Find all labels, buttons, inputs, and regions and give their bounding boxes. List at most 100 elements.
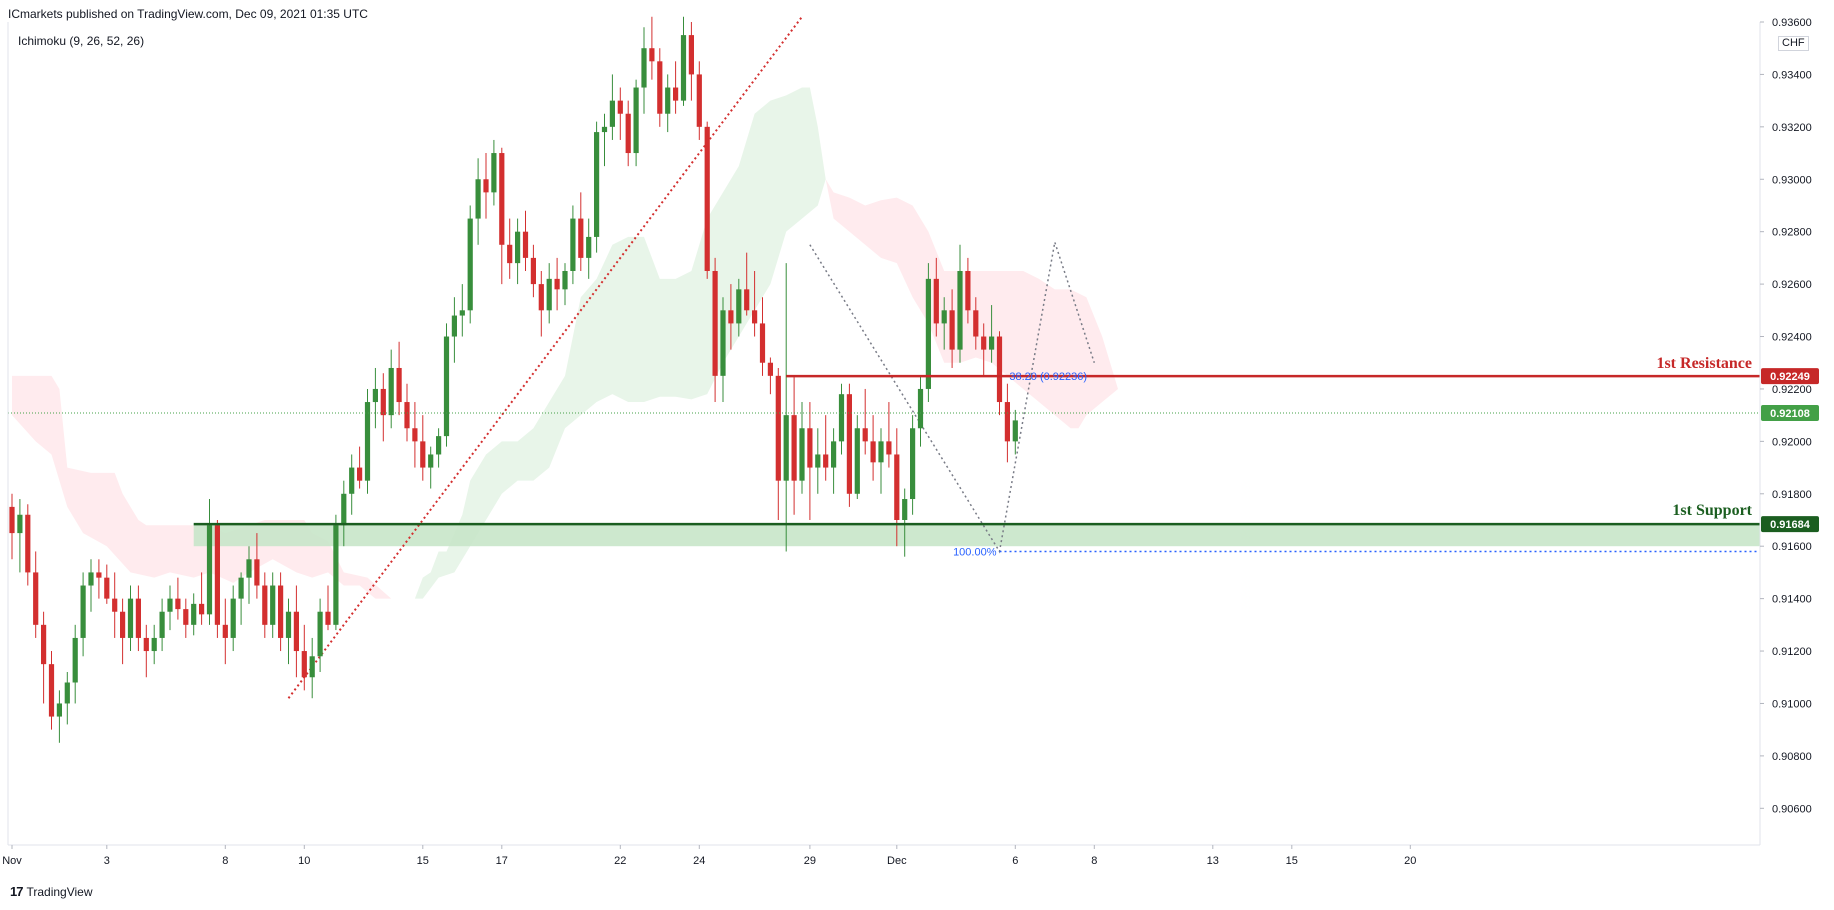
price-badges: 0.92249 0.92108 0.91684	[1761, 368, 1819, 533]
time-axis[interactable]: Nov 3 8 10 15 17 22 24 29 Dec 6 8 13 15 20	[2, 22, 1760, 867]
candle-body	[925, 278, 931, 389]
candle-body	[183, 609, 189, 625]
candle-body	[902, 499, 908, 520]
price-tick-label: 0.93400	[1772, 69, 1812, 81]
candle-body	[436, 436, 442, 455]
candle-body	[910, 428, 916, 500]
candle-body	[538, 284, 544, 311]
time-tick-label: 15	[1286, 855, 1298, 867]
candle-body	[775, 375, 781, 481]
resistance-label: 1st Resistance	[1656, 355, 1752, 372]
candle-body	[854, 428, 860, 494]
fib-100-label: 100.00%	[953, 546, 997, 558]
time-tick-label: 10	[298, 855, 310, 867]
candle-body	[278, 585, 284, 638]
price-tick-label: 0.93600	[1772, 17, 1812, 29]
candle-body	[657, 61, 663, 114]
time-tick-label: Nov	[2, 855, 22, 867]
candle-body	[270, 585, 276, 625]
candle-body	[601, 126, 608, 133]
time-tick-label: 20	[1404, 855, 1416, 867]
price-tick-label: 0.91800	[1772, 489, 1812, 501]
price-tick-label: 0.91400	[1772, 594, 1812, 606]
footer-brand[interactable]: 17 TradingView	[10, 884, 93, 899]
candle-body	[88, 572, 94, 586]
candle-body	[665, 87, 671, 114]
candle-body	[720, 310, 726, 376]
candle-body	[451, 315, 457, 337]
candle-body	[262, 585, 268, 625]
candle-body	[981, 336, 987, 350]
candle-body	[48, 664, 55, 717]
candle-body	[191, 603, 197, 625]
candle-body	[96, 572, 102, 578]
candle-body	[104, 577, 110, 599]
price-tick-label: 0.92000	[1772, 436, 1812, 448]
support-zone-rect	[193, 524, 1761, 547]
trendline	[287, 16, 803, 699]
candle-body	[744, 289, 750, 311]
candle-body	[214, 525, 220, 625]
price-tick-label: 0.92800	[1772, 227, 1812, 239]
price-tick-label: 0.92600	[1772, 279, 1812, 291]
price-tick-label: 0.92400	[1772, 332, 1812, 344]
price-tick-label: 0.93000	[1772, 174, 1812, 186]
candle-body	[673, 87, 679, 101]
candle-body	[878, 441, 884, 463]
candle-body	[341, 493, 347, 526]
candle-body	[823, 454, 829, 468]
publisher-line: ICmarkets published on TradingView.com, …	[8, 7, 368, 21]
candle-body	[941, 310, 947, 324]
candle-body	[404, 402, 410, 429]
candle-body	[641, 48, 647, 88]
candle-body	[546, 278, 552, 311]
candle-body	[752, 310, 758, 324]
candle-body	[222, 624, 228, 638]
candle-body	[143, 637, 149, 652]
candle-body	[380, 388, 386, 416]
price-tick-label: 0.93200	[1772, 122, 1812, 134]
candle-body	[507, 244, 513, 264]
currency-label[interactable]: CHF	[1778, 36, 1809, 51]
candle-body	[112, 598, 118, 612]
candle-body	[846, 394, 852, 494]
candle-body	[917, 388, 924, 429]
candle-body	[483, 179, 489, 193]
candle-body	[870, 441, 876, 463]
candles	[9, 16, 1018, 743]
candle-body	[412, 428, 418, 442]
candle-body	[25, 514, 31, 573]
candle-body	[364, 402, 371, 481]
time-tick-label: Dec	[887, 855, 907, 867]
time-tick-label: 29	[804, 855, 816, 867]
price-tick-label: 0.90600	[1772, 803, 1812, 815]
candle-body	[388, 367, 394, 416]
resistance-badge-text: 0.92249	[1770, 371, 1810, 383]
time-tick-label: 3	[104, 855, 110, 867]
candle-body	[933, 278, 939, 324]
price-tick-label: 0.90800	[1772, 751, 1812, 763]
candle-body	[728, 310, 734, 324]
candle-body	[420, 441, 426, 468]
candle-body	[325, 611, 331, 625]
candle-body	[609, 100, 615, 127]
candle-body	[617, 100, 623, 114]
current-price-badge	[1761, 405, 1819, 422]
fib-382-label: 38.20 (0.92236)	[1009, 371, 1087, 383]
indicator-legend[interactable]: Ichimoku (9, 26, 52, 26)	[18, 34, 145, 48]
candle-body	[712, 270, 718, 376]
candle-body	[530, 257, 536, 285]
time-tick-label: 17	[496, 855, 508, 867]
candle-body	[309, 656, 315, 678]
candle-body	[238, 577, 244, 599]
price-axis[interactable]: 0.93600 0.93400 0.93200 0.93000 0.92800 0.926…	[1759, 17, 1812, 845]
price-tick-label: 0.92200	[1772, 384, 1812, 396]
candle-body	[688, 35, 694, 75]
candle-body	[894, 454, 900, 520]
candle-body	[799, 428, 805, 481]
candle-body	[206, 525, 213, 615]
candle-body	[443, 336, 450, 437]
candle-body	[759, 323, 766, 363]
candle-body	[317, 611, 323, 657]
